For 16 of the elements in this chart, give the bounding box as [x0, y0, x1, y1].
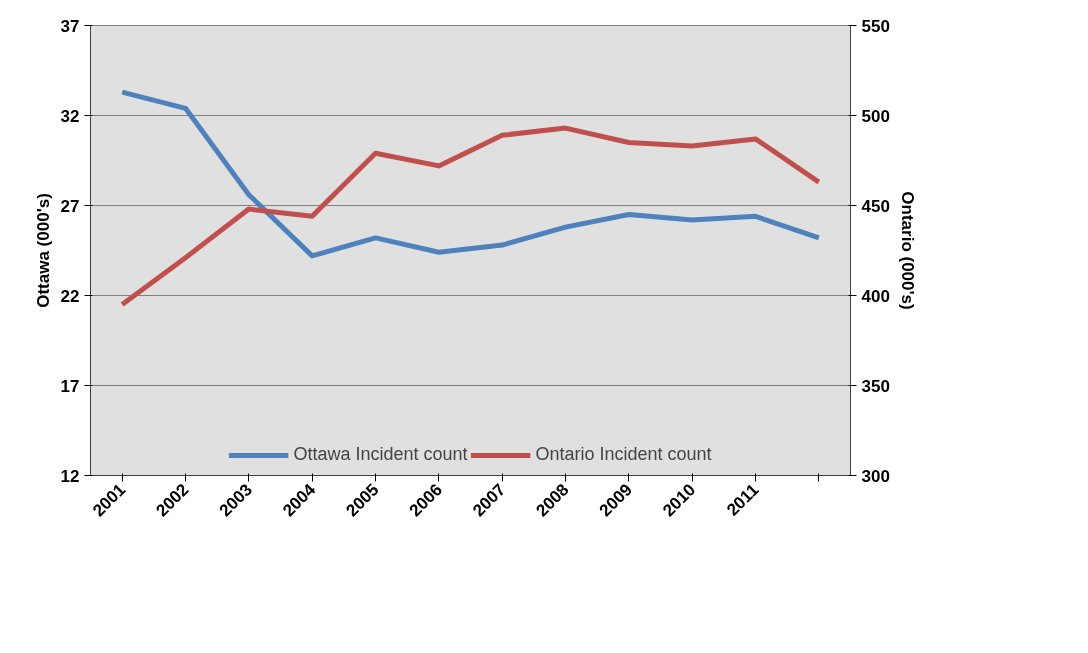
y-tick-label: 32	[60, 106, 80, 126]
y-axis-title: Ottawa (000's)	[33, 193, 53, 308]
y-tick-label: 37	[60, 16, 80, 36]
y2-tick-label: 550	[861, 16, 890, 36]
y-tick-label: 27	[60, 196, 80, 216]
y2-tick-label: 500	[861, 106, 890, 126]
y2-tick-label: 350	[861, 376, 890, 396]
y2-tick-label: 300	[861, 466, 890, 486]
legend-label: Ottawa Incident count	[293, 444, 468, 465]
y2-tick-label: 450	[861, 196, 890, 216]
legend-label: Ontario Incident count	[535, 444, 712, 465]
y-tick-label: 22	[60, 286, 80, 306]
y-tick-label: 12	[60, 466, 80, 486]
y2-axis-title: Ontario (000's)	[897, 191, 917, 310]
y-tick-label: 17	[60, 376, 80, 396]
y2-tick-label: 400	[861, 286, 890, 306]
